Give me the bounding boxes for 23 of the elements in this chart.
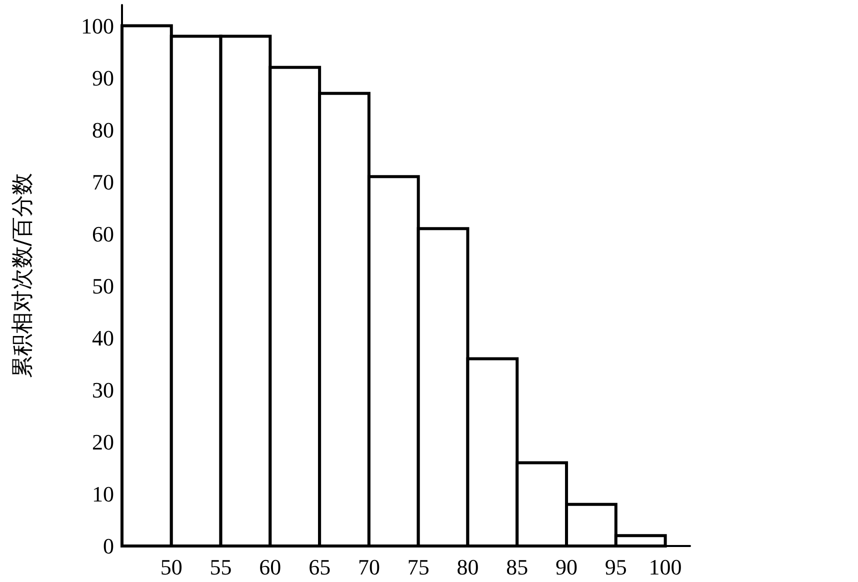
y-tick-label: 20 [92, 429, 114, 454]
y-tick-label: 0 [103, 534, 114, 558]
x-tick-label: 90 [556, 554, 578, 580]
y-tick-label: 30 [92, 377, 114, 402]
x-tick-label: 70 [358, 554, 380, 580]
x-tick-label: 100 [648, 554, 682, 580]
x-tick-label: 95 [604, 554, 627, 580]
y-tick-label: 100 [81, 13, 114, 38]
x-tick-label: 85 [506, 554, 528, 580]
x-tick-label: 75 [407, 554, 430, 580]
y-tick-label: 80 [92, 117, 114, 142]
y-tick-label: 90 [92, 65, 114, 90]
x-tick-label: 80 [456, 554, 479, 580]
y-tick-label: 70 [92, 169, 114, 194]
y-tick-label: 40 [92, 325, 114, 350]
x-tick-label: 60 [259, 554, 282, 580]
y-tick-label: 10 [92, 481, 114, 506]
x-tick-label: 65 [308, 554, 331, 580]
x-tick-label: 55 [210, 554, 232, 580]
y-tick-label: 50 [92, 273, 114, 298]
y-tick-label: 60 [92, 221, 114, 246]
x-tick-label: 50 [160, 554, 182, 580]
y-axis-title: 累积相对次数/百分数 [10, 172, 36, 378]
